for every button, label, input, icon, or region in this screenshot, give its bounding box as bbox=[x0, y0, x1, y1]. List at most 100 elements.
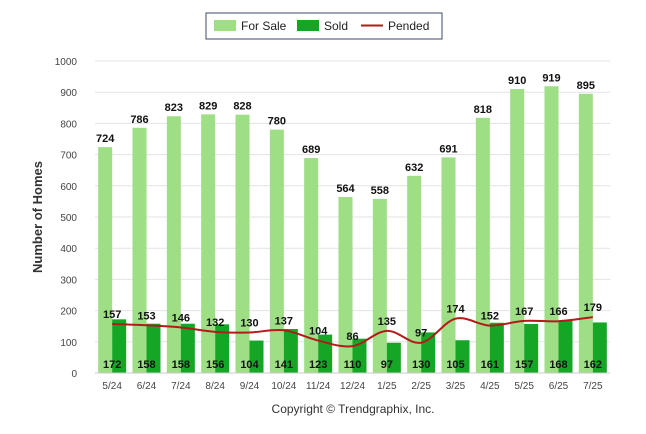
data-label-pended: 132 bbox=[206, 317, 224, 329]
legend-label-for-sale: For Sale bbox=[241, 19, 287, 33]
y-tick-label: 1000 bbox=[55, 57, 78, 68]
data-label-pended: 179 bbox=[584, 302, 602, 314]
data-label-for-sale: 558 bbox=[371, 185, 389, 197]
x-tick-label: 5/24 bbox=[102, 381, 122, 392]
data-label-for-sale: 895 bbox=[577, 80, 595, 92]
legend-item-sold[interactable]: Sold bbox=[297, 19, 348, 33]
data-label-sold: 161 bbox=[481, 359, 499, 371]
data-label-pended: 104 bbox=[309, 326, 328, 338]
data-label-pended: 157 bbox=[103, 309, 121, 321]
y-tick-label: 600 bbox=[60, 182, 77, 193]
data-label-sold: 162 bbox=[584, 359, 602, 371]
data-label-for-sale: 691 bbox=[439, 143, 457, 155]
data-label-sold: 123 bbox=[309, 359, 327, 371]
bar-for-sale bbox=[407, 175, 422, 373]
data-label-sold: 110 bbox=[344, 359, 362, 371]
legend-swatch-sold bbox=[297, 20, 319, 31]
data-label-for-sale: 724 bbox=[96, 133, 115, 145]
data-label-pended: 146 bbox=[172, 312, 190, 324]
bar-sold bbox=[558, 320, 573, 373]
bar-for-sale bbox=[441, 157, 456, 373]
bar-sold bbox=[352, 338, 367, 373]
data-label-sold: 158 bbox=[137, 359, 155, 371]
legend-label-pended: Pended bbox=[388, 19, 429, 33]
x-tick-label: 1/25 bbox=[377, 381, 397, 392]
x-tick-label: 11/24 bbox=[306, 381, 331, 392]
y-tick-label: 100 bbox=[60, 338, 77, 349]
x-tick-label: 5/25 bbox=[514, 381, 534, 392]
data-label-pended: 153 bbox=[137, 310, 155, 322]
data-labels: 724 172 786 158 823 158 829 156 828 104 780 141 689 1… bbox=[96, 72, 602, 371]
x-tick-label: 3/25 bbox=[446, 381, 466, 392]
data-label-sold: 158 bbox=[172, 359, 190, 371]
data-label-pended: 167 bbox=[515, 306, 533, 318]
data-label-for-sale: 632 bbox=[405, 162, 423, 174]
data-label-sold: 97 bbox=[381, 359, 393, 371]
data-label-pended: 97 bbox=[415, 328, 427, 340]
x-tick-label: 4/25 bbox=[480, 381, 500, 392]
bars bbox=[98, 86, 607, 374]
bar-sold bbox=[249, 340, 264, 373]
data-label-sold: 168 bbox=[549, 359, 567, 371]
y-tick-label: 300 bbox=[60, 275, 77, 286]
x-tick-label: 2/25 bbox=[411, 381, 431, 392]
bar-sold bbox=[455, 340, 470, 373]
x-tick-label: 6/25 bbox=[549, 381, 569, 392]
bar-for-sale bbox=[269, 129, 284, 373]
y-tick-label: 900 bbox=[60, 88, 77, 99]
bar-for-sale bbox=[304, 158, 319, 373]
legend-box bbox=[205, 12, 443, 40]
x-tick-label: 12/24 bbox=[340, 381, 365, 392]
bar-for-sale bbox=[235, 114, 250, 373]
bar-for-sale bbox=[475, 117, 490, 373]
data-label-for-sale: 919 bbox=[542, 72, 560, 84]
bar-for-sale bbox=[132, 127, 147, 373]
data-label-for-sale: 564 bbox=[336, 183, 355, 195]
bar-sold bbox=[489, 322, 504, 373]
data-label-pended: 130 bbox=[240, 317, 258, 329]
bar-for-sale bbox=[578, 93, 593, 373]
bar-for-sale bbox=[166, 116, 181, 373]
data-label-sold: 156 bbox=[206, 359, 224, 371]
data-label-sold: 157 bbox=[515, 359, 533, 371]
y-tick-label: 800 bbox=[60, 119, 77, 130]
x-tick-label: 7/24 bbox=[171, 381, 191, 392]
x-tick-label: 9/24 bbox=[240, 381, 260, 392]
legend-swatch-for-sale bbox=[214, 20, 236, 31]
bar-for-sale bbox=[510, 89, 525, 373]
bar-sold bbox=[592, 322, 607, 373]
bar-for-sale bbox=[338, 197, 353, 373]
data-label-sold: 104 bbox=[240, 359, 259, 371]
x-tick-label: 8/24 bbox=[205, 381, 225, 392]
y-axis: 0 100 200 300 400 500 600 700 800 900 1000 bbox=[55, 57, 78, 380]
data-label-pended: 152 bbox=[481, 311, 499, 323]
bar-sold bbox=[215, 324, 230, 373]
y-tick-label: 200 bbox=[60, 307, 77, 318]
data-label-sold: 172 bbox=[103, 359, 121, 371]
data-label-for-sale: 829 bbox=[199, 100, 217, 112]
y-tick-label: 700 bbox=[60, 151, 77, 162]
legend-item-pended[interactable]: Pended bbox=[361, 19, 429, 33]
data-label-for-sale: 910 bbox=[508, 75, 526, 87]
data-label-pended: 135 bbox=[378, 316, 396, 328]
legend-label-sold: Sold bbox=[324, 19, 348, 33]
legend-item-for-sale[interactable]: For Sale bbox=[214, 19, 287, 33]
data-label-for-sale: 823 bbox=[165, 102, 183, 114]
data-label-for-sale: 786 bbox=[130, 114, 148, 126]
data-label-sold: 141 bbox=[275, 359, 293, 371]
bar-sold bbox=[386, 342, 401, 373]
bar-sold bbox=[283, 329, 298, 373]
x-tick-label: 6/24 bbox=[137, 381, 157, 392]
data-label-pended: 86 bbox=[346, 331, 358, 343]
bar-for-sale bbox=[201, 114, 216, 374]
data-label-pended: 174 bbox=[446, 304, 465, 316]
data-label-sold: 130 bbox=[412, 359, 430, 371]
bar-sold bbox=[112, 319, 127, 373]
data-label-sold: 105 bbox=[446, 359, 464, 371]
data-label-for-sale: 689 bbox=[302, 144, 320, 156]
data-label-for-sale: 828 bbox=[233, 101, 251, 113]
bar-for-sale bbox=[372, 198, 387, 373]
y-axis-title: Number of Homes bbox=[30, 161, 45, 273]
